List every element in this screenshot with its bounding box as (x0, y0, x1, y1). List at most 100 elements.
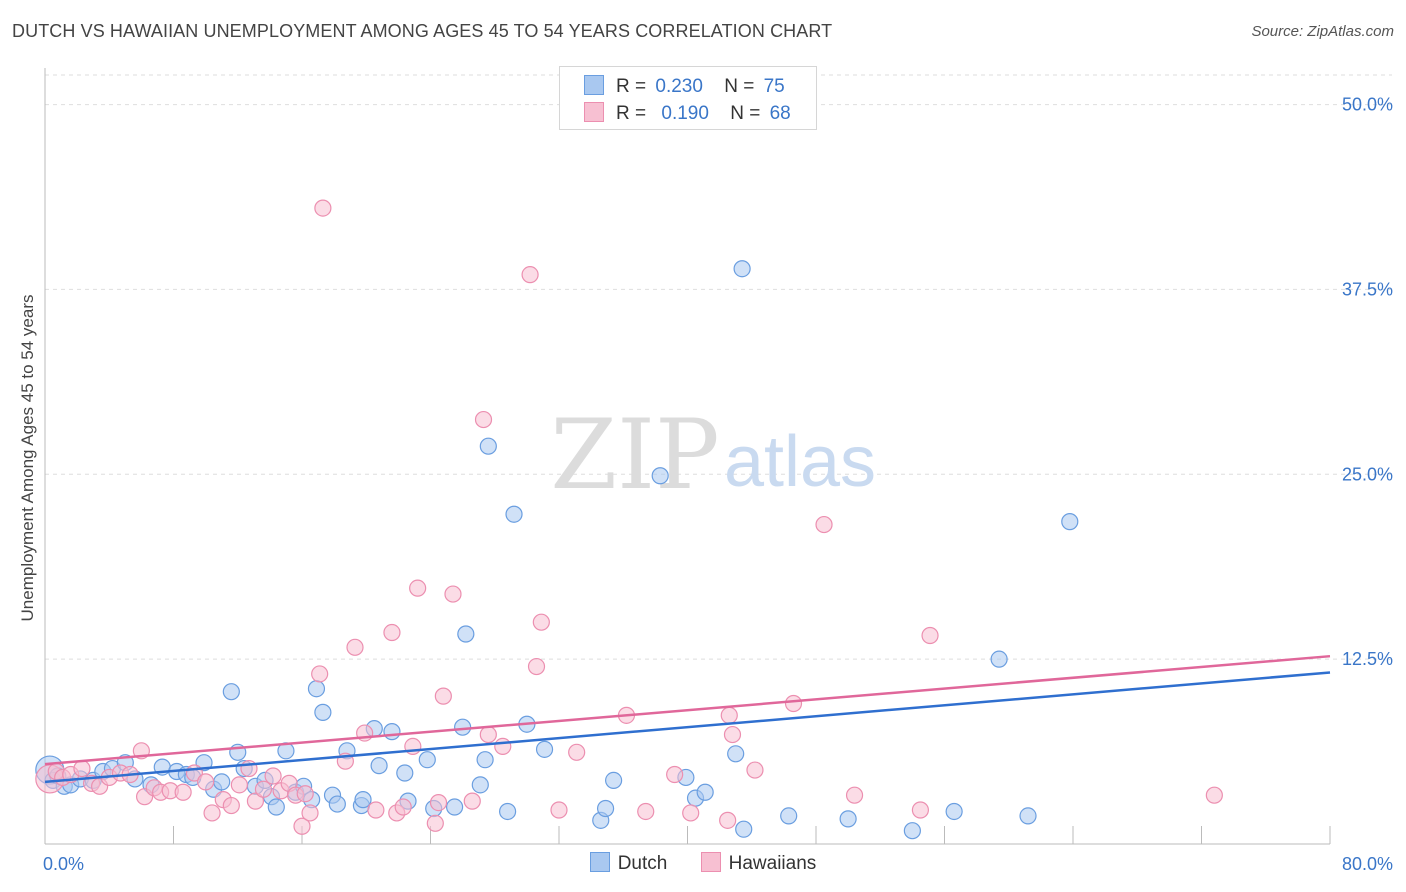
dutch-point (471, 776, 489, 794)
hawaiians-point (222, 796, 240, 815)
hawaiians-point (296, 785, 314, 803)
hawaiians-point (666, 765, 684, 784)
dutch-swatch (584, 75, 604, 95)
hawaiians-trend-line (44, 654, 1331, 766)
tick-labels: 12.5% 25.0% 37.5% 50.0% 0.0% 80.0% (43, 95, 1393, 874)
n-label: N = (730, 103, 761, 124)
n-label: N = (724, 76, 755, 97)
hawaiians-point (532, 613, 550, 631)
watermark-zip: ZIP (550, 399, 719, 511)
hawaiians-r-value: 0.190 (661, 103, 709, 124)
dutch-point (314, 703, 332, 721)
dutch-point (735, 820, 753, 838)
hawaiians-point (719, 811, 737, 829)
dutch-point (505, 505, 523, 523)
hawaiians-point (746, 761, 764, 779)
legend-item-dutch[interactable]: Dutch (589, 852, 668, 875)
hawaiians-point (254, 780, 273, 798)
hawaiians-point (479, 725, 497, 744)
dutch-point (605, 771, 623, 790)
dutch-point (454, 718, 472, 736)
dutch-point (696, 783, 714, 801)
hawaiians-point (444, 585, 462, 603)
dutch-point (733, 260, 751, 278)
hawaiians-point (463, 792, 481, 810)
legend-row-hawaiians: R = 0.190 N = 68 (584, 102, 791, 126)
data-points (35, 199, 1223, 840)
dutch-legend-label: Dutch (617, 853, 668, 874)
dutch-point (267, 798, 285, 816)
hawaiians-point (314, 199, 332, 217)
dutch-point (499, 802, 517, 821)
r-label: R = (616, 76, 647, 97)
hawaiians-point (474, 410, 493, 429)
chart-title: DUTCH VS HAWAIIAN UNEMPLOYMENT AMONG AGE… (12, 21, 833, 41)
dutch-point (396, 764, 414, 782)
dutch-point (418, 751, 436, 769)
source-label: Source: ZipAtlas.com (1251, 23, 1394, 40)
hawaiians-point (203, 804, 221, 822)
hawaiians-point (394, 798, 412, 816)
axes (44, 68, 1331, 845)
dutch-point (990, 650, 1008, 668)
dutch-point (328, 795, 346, 813)
dutch-point (354, 791, 372, 809)
hawaiians-point (911, 801, 930, 819)
hawaiians-point (264, 767, 282, 785)
dutch-point (213, 773, 231, 791)
r-label: R = (616, 103, 647, 124)
dutch-point (945, 802, 963, 821)
hawaiians-point (521, 266, 539, 284)
hawaiians-point (311, 665, 329, 683)
hawaiians-point (784, 694, 803, 713)
dutch-point (903, 822, 921, 840)
legend-item-hawaiians[interactable]: Hawaiians (700, 852, 817, 875)
hawaiians-point (921, 626, 939, 645)
dutch-point (307, 680, 326, 698)
x-tick-label: 0.0% (43, 854, 84, 874)
hawaiians-point (429, 793, 448, 812)
hawaiians-point (367, 801, 385, 819)
hawaiians-point (723, 725, 742, 744)
hawaiians-point (383, 623, 401, 642)
hawaiians-point (434, 687, 452, 705)
dutch-point (727, 745, 745, 763)
hawaiians-point (301, 804, 319, 822)
hawaiians-point (293, 817, 311, 835)
hawaiians-point (197, 773, 215, 791)
dutch-point (1061, 513, 1079, 531)
legend-row-dutch: R = 0.230 N = 75 (584, 75, 785, 99)
hawaiians-point (73, 759, 91, 778)
y-tick-label: 50.0% (1342, 95, 1393, 115)
dutch-point (839, 810, 857, 828)
hawaiians-point (550, 801, 568, 819)
dutch-point (445, 798, 464, 816)
dutch-point (780, 807, 798, 825)
hawaiians-point (174, 783, 192, 801)
stats-legend: R = 0.230 N = 75 R = 0.190 N = 68 (559, 66, 817, 130)
trend-lines (44, 654, 1331, 784)
watermark: ZIP atlas (550, 399, 876, 511)
hawaiians-point (246, 792, 265, 810)
watermark-atlas: atlas (724, 422, 876, 502)
hawaiians-point (527, 657, 546, 676)
dutch-point (596, 799, 615, 818)
hawaiians-point (637, 802, 655, 821)
y-tick-label: 37.5% (1342, 279, 1393, 299)
dutch-trend-line (44, 671, 1331, 784)
series-legend: Dutch Hawaiians (0, 852, 1406, 875)
gridlines (45, 74, 1392, 660)
hawaiians-point (720, 706, 738, 724)
x-tick-label: 80.0% (1342, 854, 1393, 874)
dutch-point (1019, 807, 1037, 825)
hawaiians-point (230, 776, 248, 794)
hawaiians-legend-label: Hawaiians (728, 853, 817, 874)
y-tick-label: 12.5% (1342, 649, 1393, 669)
hawaiians-point (845, 786, 864, 804)
dutch-point (457, 625, 475, 643)
hawaiians-legend-swatch (700, 852, 721, 872)
hawaiians-point (409, 579, 427, 597)
y-tick-label: 25.0% (1342, 464, 1393, 484)
hawaiians-point (494, 737, 512, 755)
hawaiians-point (815, 515, 833, 534)
